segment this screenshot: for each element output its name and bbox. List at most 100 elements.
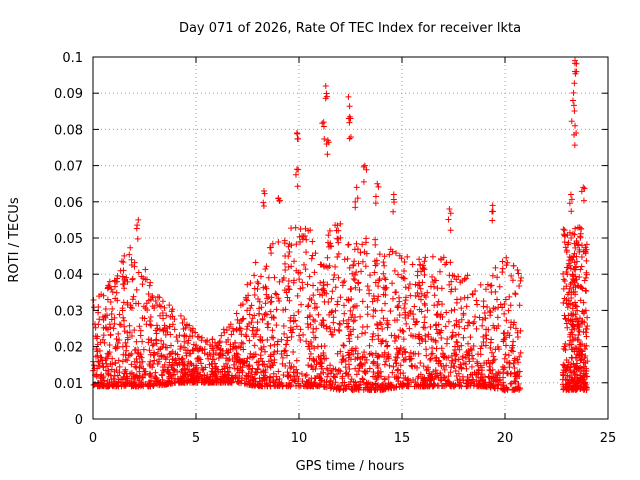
data-point	[461, 294, 468, 301]
data-point	[251, 285, 258, 292]
data-point	[296, 276, 303, 283]
data-point	[286, 360, 293, 367]
data-point	[575, 352, 582, 359]
data-point	[440, 254, 447, 261]
data-point	[228, 331, 235, 338]
data-point	[452, 367, 459, 374]
data-point	[572, 225, 579, 232]
y-tick-label: 0.02	[54, 341, 83, 356]
data-point	[138, 354, 145, 361]
data-point	[223, 360, 230, 367]
data-point	[120, 314, 127, 321]
data-point	[324, 254, 331, 261]
data-point	[235, 378, 242, 385]
data-point	[293, 241, 300, 248]
data-point	[453, 351, 460, 358]
data-point	[190, 372, 197, 379]
data-point	[482, 332, 489, 339]
data-point	[264, 320, 271, 327]
data-point	[379, 337, 386, 344]
data-point	[147, 362, 154, 369]
data-point	[254, 285, 261, 292]
data-point	[364, 311, 371, 318]
data-point	[345, 93, 352, 100]
data-point	[419, 279, 426, 286]
data-point	[488, 349, 495, 356]
data-point	[307, 350, 314, 357]
data-point	[262, 266, 269, 273]
data-point	[315, 311, 322, 318]
data-point	[510, 338, 517, 345]
data-point	[407, 349, 414, 356]
data-point	[267, 351, 274, 358]
data-point	[569, 301, 576, 308]
data-point	[414, 364, 421, 371]
data-point	[560, 385, 567, 392]
data-point	[211, 370, 218, 377]
data-point	[428, 336, 435, 343]
data-point	[313, 325, 320, 332]
data-point	[385, 351, 392, 358]
data-point	[515, 359, 522, 366]
data-point	[350, 275, 357, 282]
data-point	[160, 327, 167, 334]
data-point	[294, 135, 301, 142]
data-point	[568, 279, 575, 286]
data-point	[420, 363, 427, 370]
data-point	[115, 330, 122, 337]
data-point	[348, 285, 355, 292]
data-point	[144, 307, 151, 314]
data-point	[327, 242, 334, 249]
data-point	[256, 310, 263, 317]
data-point	[352, 198, 359, 205]
data-point	[507, 380, 514, 387]
data-point	[349, 387, 356, 394]
data-point	[569, 312, 576, 319]
data-point	[211, 360, 218, 367]
data-point	[580, 197, 587, 204]
data-point	[449, 357, 456, 364]
data-point	[570, 284, 577, 291]
data-point	[182, 324, 189, 331]
data-point	[424, 364, 431, 371]
data-point	[487, 344, 494, 351]
data-point	[273, 291, 280, 298]
data-point	[481, 310, 488, 317]
data-point	[448, 334, 455, 341]
data-point	[119, 343, 126, 350]
data-point	[508, 272, 515, 279]
data-point	[380, 291, 387, 298]
data-point	[580, 379, 587, 386]
data-point	[325, 371, 332, 378]
data-point	[225, 368, 232, 375]
data-point	[276, 197, 283, 204]
data-point	[473, 325, 480, 332]
data-point	[352, 271, 359, 278]
data-point	[239, 369, 246, 376]
data-point	[575, 241, 582, 248]
data-point	[457, 361, 464, 368]
data-point	[296, 233, 303, 240]
data-point	[578, 225, 585, 232]
data-point	[347, 133, 354, 140]
data-point	[276, 375, 283, 382]
data-point	[492, 264, 499, 271]
data-point	[234, 316, 241, 323]
data-point	[287, 314, 294, 321]
data-point	[243, 333, 250, 340]
data-point	[339, 375, 346, 382]
data-point	[122, 356, 129, 363]
data-point	[569, 346, 576, 353]
data-point	[381, 262, 388, 269]
data-point	[153, 375, 160, 382]
data-point	[415, 333, 422, 340]
data-point	[129, 275, 136, 282]
data-point	[336, 367, 343, 374]
data-point	[421, 314, 428, 321]
data-point	[581, 319, 588, 326]
data-point	[353, 269, 360, 276]
data-point	[168, 308, 175, 315]
data-point	[562, 316, 569, 323]
data-point	[239, 301, 246, 308]
data-point	[398, 255, 405, 262]
